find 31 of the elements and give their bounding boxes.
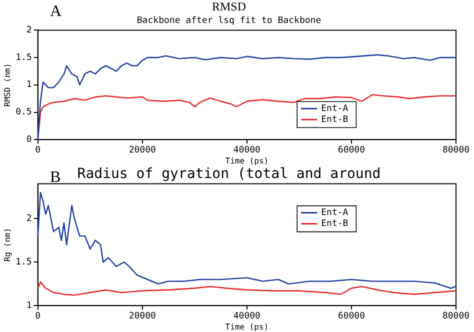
y-tick-label: 2 [26, 26, 32, 36]
y-tick-label: 0.5 [16, 108, 32, 118]
x-tick-label: 40000 [233, 311, 260, 322]
y-tick-label: 1.5 [16, 257, 32, 268]
chart-subtitle: Backbone after lsq fit to Backbone [136, 16, 322, 26]
x-tick-label: 0 [35, 311, 41, 322]
text: A [50, 3, 62, 20]
annotation: B [50, 169, 61, 186]
legend-label: Ent-A [321, 208, 349, 218]
y-tick-label: 2 [26, 214, 32, 224]
x-tick-label: 0 [35, 145, 41, 156]
x-tick-label: 80000 [442, 145, 470, 156]
legend-label: Ent-A [321, 104, 349, 114]
legend-label: Ent-B [321, 219, 348, 230]
x-axis-title: Time (ps) [225, 156, 269, 166]
legend-label: Ent-B [321, 114, 348, 125]
chart-title: RMSD [212, 0, 246, 14]
x-tick-label: 20000 [128, 311, 156, 322]
x-tick-label: 40000 [233, 145, 260, 156]
y-axis-title: RMSD (nm) [2, 63, 12, 107]
y-axis-title: Rg (nm) [2, 228, 12, 262]
x-tick-label: 60000 [338, 145, 366, 156]
x-tick-label: 80000 [442, 311, 470, 322]
chart-title: Radius of gyration (total and around [77, 166, 381, 182]
y-tick-label: 1 [26, 300, 32, 311]
y-tick-label: 0 [26, 134, 32, 145]
y-tick-label: 1.5 [16, 52, 32, 63]
x-tick-label: 20000 [128, 145, 156, 156]
x-axis-title: Time (ps) [225, 322, 269, 332]
x-tick-label: 60000 [338, 311, 366, 322]
y-tick-label: 1 [26, 80, 32, 90]
